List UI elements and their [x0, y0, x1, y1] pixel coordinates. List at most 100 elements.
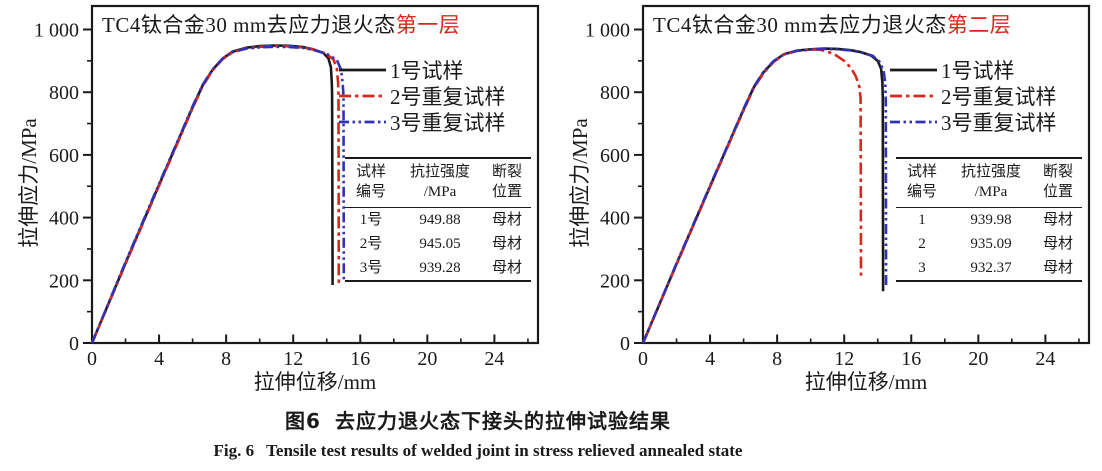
cell-location: 母材	[1042, 260, 1073, 276]
svg-text:4: 4	[705, 348, 715, 370]
chart-title-accent: 第二层	[946, 13, 1012, 37]
cell-sample-id: 2号	[359, 235, 383, 252]
cell-sample-id: 1号	[359, 211, 383, 228]
x-axis-label: 拉伸位移/mm	[253, 370, 377, 394]
legend-line-sample-solid	[339, 68, 386, 72]
figure-caption-zh: 图6 去应力退火态下接头的拉伸试验结果	[0, 405, 956, 434]
svg-text:4: 4	[154, 348, 164, 370]
svg-text:20: 20	[417, 348, 437, 370]
header-tensile-strength: 抗拉强度/MPa	[960, 164, 1021, 201]
cell-location: 母材	[491, 235, 522, 252]
table-row: 2号 945.05 母材	[345, 232, 531, 256]
cell-location: 母材	[491, 211, 522, 228]
svg-text:800: 800	[600, 82, 630, 104]
chart-title-accent: 第一层	[395, 13, 461, 37]
legend-item: 2号重复试样	[889, 83, 1057, 109]
cell-sample-id: 1	[918, 211, 926, 228]
svg-text:1 000: 1 000	[585, 20, 630, 42]
chart-title: TC4钛合金30 mm去应力退火态第一层	[102, 9, 460, 39]
svg-text:800: 800	[49, 82, 79, 104]
legend-line-sample-dashdotdot	[890, 120, 937, 124]
cell-strength: 935.09	[970, 235, 1012, 252]
svg-text:0: 0	[87, 348, 97, 370]
cell-strength: 939.28	[419, 260, 461, 276]
caption-en-label: Fig. 6	[213, 441, 255, 460]
svg-text:20: 20	[968, 348, 988, 370]
results-table: 试样 编号 抗拉强度/MPa 断裂 位置 1 939.98 母材 2 935.09 …	[896, 157, 1082, 283]
header-sample-id: 试样 编号	[355, 164, 386, 201]
legend-line-sample-solid	[890, 68, 937, 72]
cell-location: 母材	[491, 260, 522, 276]
svg-text:12: 12	[283, 348, 303, 370]
chart-title-main: TC4钛合金30 mm去应力退火态	[102, 13, 396, 37]
table-row: 3 932.37 母材	[896, 256, 1082, 281]
legend-line-sample-dashdot	[890, 94, 937, 98]
results-table: 试样 编号 抗拉强度/MPa 断裂 位置 1号 949.88 母材 2号 945.0…	[345, 157, 531, 283]
svg-text:0: 0	[69, 333, 79, 355]
svg-text:400: 400	[600, 208, 630, 230]
header-fracture-location: 断裂 位置	[491, 164, 522, 201]
right-chart-panel: 0 4 8 12 16 20 24 0 200 400 600 800 1 000 TC4钛合金30 m…	[551, 0, 1102, 400]
y-axis-label: 拉伸应力/MPa	[17, 118, 41, 248]
table-header-row: 试样 编号 抗拉强度/MPa 断裂 位置	[345, 158, 531, 207]
table-row: 2 935.09 母材	[896, 232, 1082, 256]
legend-label: 2号重复试样	[941, 85, 1057, 109]
legend-label: 2号重复试样	[390, 85, 506, 109]
svg-text:200: 200	[600, 270, 630, 292]
svg-text:8: 8	[772, 348, 782, 370]
cell-strength: 949.88	[419, 211, 461, 228]
legend-label: 3号重复试样	[941, 111, 1057, 135]
caption-zh-label: 图6	[285, 409, 321, 433]
svg-text:0: 0	[620, 333, 630, 355]
svg-text:600: 600	[600, 145, 630, 167]
x-axis-label: 拉伸位移/mm	[804, 370, 928, 394]
legend-label: 1号试样	[941, 59, 1015, 83]
figure-caption-en: Fig. 6 Tensile test results of welded joi…	[0, 441, 956, 461]
legend-item: 3号重复试样	[338, 109, 506, 135]
cell-strength: 939.98	[970, 211, 1012, 228]
svg-text:24: 24	[484, 348, 504, 370]
svg-text:0: 0	[638, 348, 648, 370]
figure-caption: 图6 去应力退火态下接头的拉伸试验结果 Fig. 6 Tensile test re…	[0, 405, 956, 461]
header-fracture-location: 断裂 位置	[1042, 164, 1073, 201]
cell-sample-id: 2	[918, 235, 926, 252]
svg-text:1 000: 1 000	[34, 20, 79, 42]
svg-text:24: 24	[1035, 348, 1055, 370]
charts-row: 0 4 8 12 16 20 24 0 200 400 600 800 1 000 TC4钛合金30 m…	[0, 0, 1102, 400]
chart-canvas-left: 0 4 8 12 16 20 24 0 200 400 600 800 1 000	[34, 4, 540, 370]
left-chart-panel: 0 4 8 12 16 20 24 0 200 400 600 800 1 000 TC4钛合金30 m…	[0, 0, 551, 400]
legend: 1号试样 2号重复试样 3号重复试样	[889, 57, 1057, 135]
svg-text:16: 16	[901, 348, 921, 370]
table-row: 3号 939.28 母材	[345, 256, 531, 281]
cell-location: 母材	[1042, 211, 1073, 228]
legend-line-sample-dashdot	[339, 94, 386, 98]
legend-line-sample-dashdotdot	[339, 120, 386, 124]
svg-text:8: 8	[221, 348, 231, 370]
legend: 1号试样 2号重复试样 3号重复试样	[338, 57, 506, 135]
caption-zh-text: 去应力退火态下接头的拉伸试验结果	[334, 409, 671, 433]
legend-label: 1号试样	[390, 59, 464, 83]
cell-sample-id: 3	[918, 260, 926, 276]
header-tensile-strength: 抗拉强度/MPa	[409, 164, 470, 201]
legend-item: 2号重复试样	[338, 83, 506, 109]
chart-title-main: TC4钛合金30 mm去应力退火态	[653, 13, 947, 37]
svg-text:12: 12	[834, 348, 854, 370]
cell-location: 母材	[1042, 235, 1073, 252]
svg-text:200: 200	[49, 270, 79, 292]
caption-en-text: Tensile test results of welded joint in …	[266, 441, 743, 460]
cell-sample-id: 3号	[359, 260, 383, 276]
table-row: 1 939.98 母材	[896, 207, 1082, 232]
svg-text:16: 16	[350, 348, 370, 370]
svg-text:400: 400	[49, 208, 79, 230]
legend-item: 3号重复试样	[889, 109, 1057, 135]
cell-strength: 945.05	[419, 235, 461, 252]
y-axis-label: 拉伸应力/MPa	[568, 118, 592, 248]
chart-title: TC4钛合金30 mm去应力退火态第二层	[653, 9, 1011, 39]
table-row: 1号 949.88 母材	[345, 207, 531, 232]
svg-text:600: 600	[49, 145, 79, 167]
legend-item: 1号试样	[338, 57, 506, 83]
legend-item: 1号试样	[889, 57, 1057, 83]
legend-label: 3号重复试样	[390, 111, 506, 135]
